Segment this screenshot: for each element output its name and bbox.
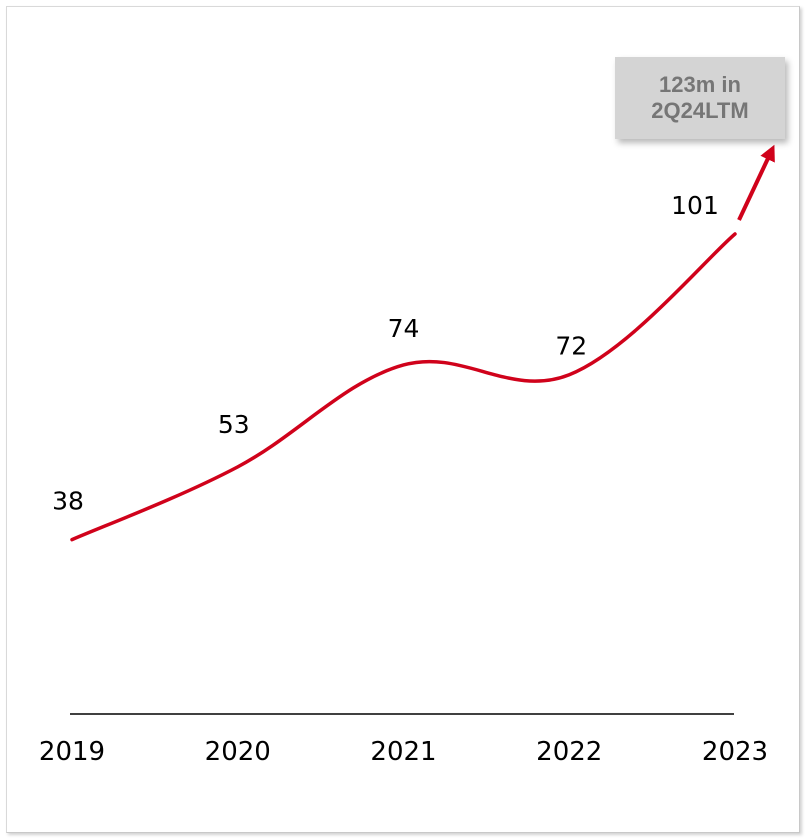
callout-arrow xyxy=(737,144,775,221)
callout-line-1: 123m in xyxy=(659,72,741,97)
series-line xyxy=(70,232,737,542)
data-label-2021: 74 xyxy=(388,314,420,343)
x-tick-2022: 2022 xyxy=(536,737,602,767)
callout-box: 123m in 2Q24LTM xyxy=(615,57,785,139)
data-label-2022: 72 xyxy=(555,332,587,361)
data-label-2020: 53 xyxy=(218,410,250,439)
data-label-2019: 38 xyxy=(52,487,84,516)
x-tick-2021: 2021 xyxy=(370,737,436,767)
x-tick-2020: 2020 xyxy=(205,737,271,767)
x-tick-2023: 2023 xyxy=(702,737,768,767)
data-label-2023: 101 xyxy=(671,191,719,220)
x-tick-2019: 2019 xyxy=(39,737,105,767)
callout-line-2: 2Q24LTM xyxy=(651,98,749,123)
chart-frame xyxy=(6,6,800,833)
